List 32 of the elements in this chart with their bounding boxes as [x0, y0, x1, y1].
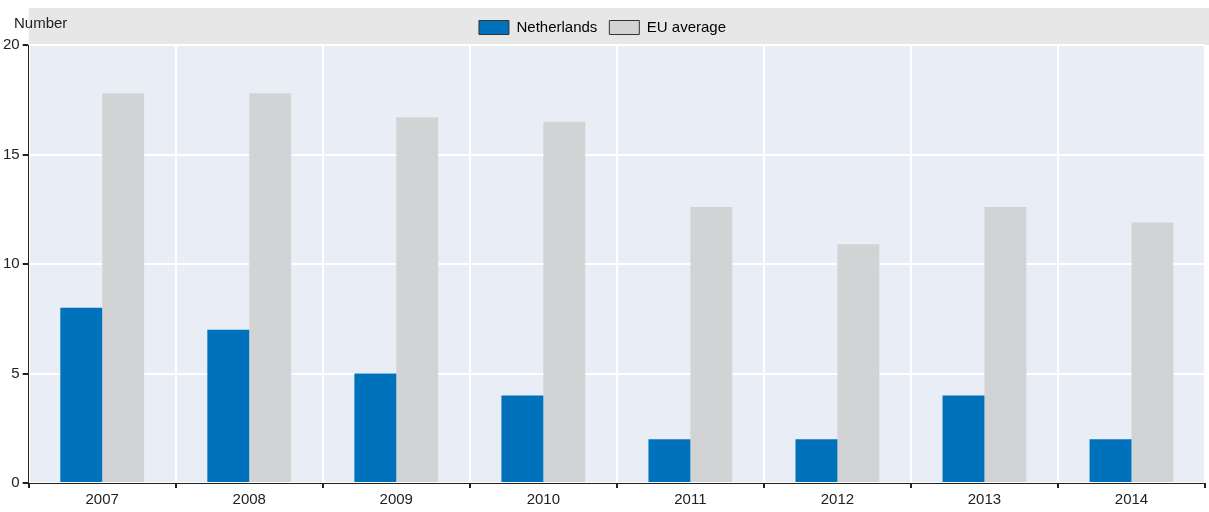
- bar: [501, 395, 544, 482]
- bar: [837, 244, 880, 482]
- bar: [354, 373, 397, 482]
- x-tick-label: 2011: [674, 490, 707, 508]
- bar: [102, 93, 145, 482]
- bar: [795, 439, 838, 482]
- bar: [543, 121, 586, 482]
- x-tick-label: 2012: [820, 490, 855, 508]
- bar: [690, 207, 733, 482]
- y-tick-label: 5: [11, 363, 20, 381]
- x-tick-label: 2014: [1114, 490, 1149, 508]
- x-tick-label: 2010: [526, 490, 561, 508]
- bar: [396, 117, 439, 482]
- x-tick-label: 2013: [967, 490, 1002, 508]
- y-tick-label: 15: [3, 144, 20, 162]
- y-axis-title: Number: [14, 13, 68, 31]
- x-tick-label: 2009: [379, 490, 413, 508]
- y-tick-label: 10: [3, 254, 20, 272]
- bar: [648, 439, 691, 482]
- bar: [60, 307, 103, 482]
- x-tick-label: 2007: [85, 490, 119, 508]
- bar: [984, 207, 1027, 482]
- x-tick-label: 2008: [232, 490, 266, 508]
- bar: [207, 329, 250, 482]
- y-tick-label: 20: [3, 35, 20, 53]
- bar: [1089, 439, 1132, 482]
- y-tick-label: 0: [11, 473, 20, 491]
- bar: [249, 93, 292, 482]
- bar: [1131, 222, 1174, 482]
- bar: [942, 395, 985, 482]
- legend-label: Netherlands: [516, 17, 598, 35]
- legend-label: EU average: [646, 17, 727, 35]
